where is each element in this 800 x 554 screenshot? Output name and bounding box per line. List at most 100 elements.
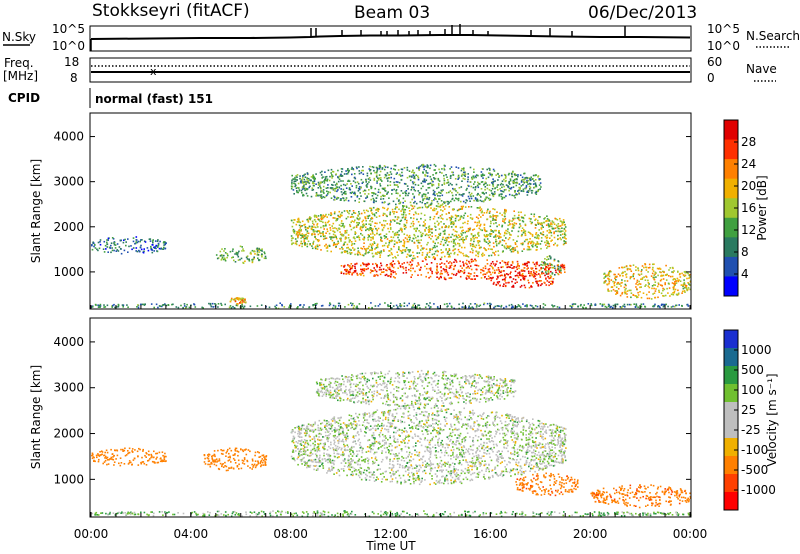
pixel bbox=[365, 223, 367, 225]
pixel bbox=[689, 281, 692, 283]
pixel bbox=[412, 251, 414, 254]
pixel bbox=[430, 207, 432, 209]
pixel bbox=[635, 269, 637, 271]
pixel bbox=[393, 188, 395, 191]
beam-title: Beam 03 bbox=[354, 3, 430, 23]
pixel bbox=[540, 263, 542, 266]
pixel bbox=[155, 458, 157, 460]
pixel bbox=[607, 305, 610, 308]
pixel bbox=[504, 215, 506, 218]
pixel bbox=[429, 275, 432, 278]
pixel bbox=[582, 515, 584, 517]
pixel bbox=[351, 173, 353, 176]
pixel bbox=[445, 213, 448, 215]
pixel bbox=[447, 515, 450, 518]
pixel bbox=[644, 263, 647, 266]
pixel bbox=[372, 238, 374, 240]
pixel bbox=[384, 512, 387, 515]
pixel bbox=[351, 304, 353, 307]
pixel bbox=[510, 271, 512, 273]
pixel bbox=[379, 266, 381, 269]
pixel bbox=[320, 249, 322, 251]
pixel bbox=[543, 281, 545, 284]
pixel bbox=[102, 248, 105, 250]
pixel bbox=[339, 237, 341, 240]
pixel bbox=[521, 275, 524, 277]
pixel bbox=[492, 219, 494, 221]
pixel bbox=[683, 290, 686, 292]
pixel bbox=[348, 210, 351, 212]
pixel bbox=[470, 238, 473, 241]
pixel bbox=[525, 238, 527, 241]
pixel bbox=[450, 236, 452, 238]
pixel bbox=[640, 270, 643, 273]
pixel bbox=[497, 173, 499, 175]
pixel bbox=[470, 192, 473, 195]
pixel bbox=[327, 184, 329, 186]
pixel bbox=[522, 275, 525, 277]
pixel bbox=[317, 218, 319, 221]
pixel bbox=[521, 513, 523, 515]
pixel bbox=[338, 178, 341, 181]
pixel bbox=[405, 214, 407, 216]
pixel bbox=[368, 223, 370, 225]
pixel bbox=[399, 201, 402, 204]
pixel bbox=[384, 187, 386, 189]
pixel bbox=[488, 194, 491, 196]
pixel bbox=[237, 255, 240, 258]
pixel bbox=[549, 225, 551, 227]
pixel bbox=[488, 278, 490, 280]
pixel bbox=[384, 190, 387, 192]
pixel bbox=[457, 234, 460, 236]
pixel bbox=[310, 176, 313, 178]
pixel bbox=[387, 191, 389, 193]
pixel bbox=[459, 218, 461, 221]
pixel bbox=[498, 270, 501, 273]
pixel bbox=[380, 239, 382, 241]
pixel bbox=[335, 237, 338, 240]
frequency-panel: Freq. [MHz] 18 8 60 0 Nave x bbox=[3, 55, 777, 85]
pixel bbox=[491, 271, 494, 274]
pixel bbox=[97, 249, 99, 252]
pixel bbox=[544, 264, 546, 266]
pixel bbox=[489, 169, 491, 171]
pixel bbox=[379, 185, 382, 187]
pixel bbox=[665, 513, 667, 516]
pixel bbox=[465, 255, 467, 257]
pixel bbox=[658, 291, 660, 293]
pixel bbox=[412, 186, 415, 189]
pixel bbox=[370, 207, 373, 210]
pixel bbox=[216, 257, 219, 260]
pixel bbox=[538, 235, 540, 237]
pixel bbox=[592, 514, 594, 517]
pixel bbox=[556, 244, 558, 247]
pixel bbox=[512, 250, 515, 253]
pixel bbox=[629, 276, 632, 278]
pixel bbox=[413, 177, 415, 179]
pixel bbox=[652, 270, 655, 272]
pixel bbox=[425, 303, 428, 305]
pixel bbox=[650, 275, 653, 277]
pixel bbox=[524, 230, 527, 232]
pixel bbox=[311, 225, 313, 228]
pixel bbox=[561, 227, 563, 229]
pixel bbox=[429, 182, 432, 185]
pixel bbox=[457, 219, 460, 222]
pixel bbox=[490, 230, 493, 232]
pixel bbox=[99, 243, 102, 246]
pixel bbox=[532, 270, 535, 272]
pixel bbox=[304, 223, 306, 226]
pixel bbox=[319, 194, 321, 197]
pixel bbox=[473, 199, 475, 202]
pixel bbox=[563, 266, 566, 269]
pixel bbox=[139, 250, 141, 253]
pixel bbox=[363, 263, 365, 266]
pixel bbox=[302, 175, 304, 177]
pixel bbox=[547, 511, 550, 513]
pixel bbox=[484, 229, 486, 232]
pixel bbox=[275, 307, 277, 309]
pixel bbox=[485, 177, 488, 180]
pixel bbox=[406, 234, 408, 237]
pixel bbox=[365, 265, 368, 267]
pixel bbox=[351, 213, 353, 216]
